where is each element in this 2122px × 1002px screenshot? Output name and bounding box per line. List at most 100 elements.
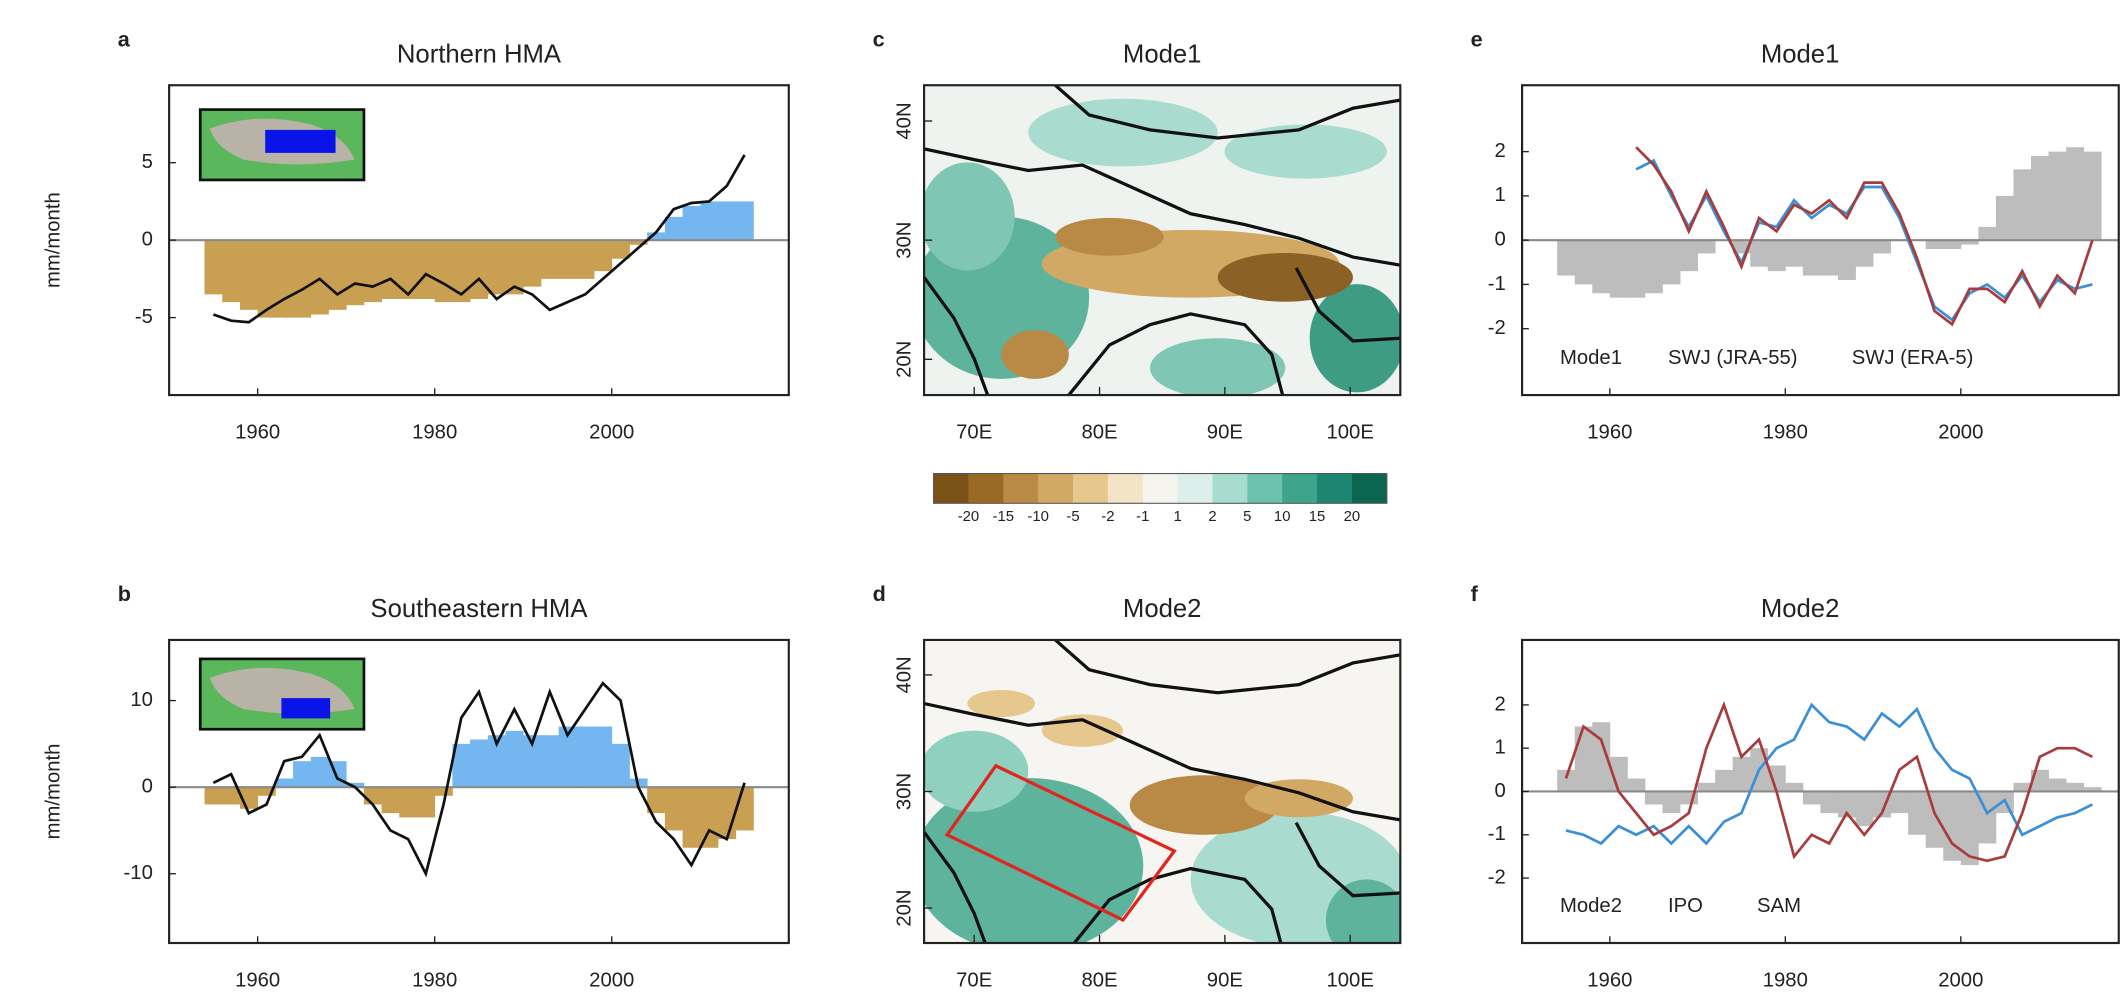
- panel-label: c: [873, 26, 885, 51]
- bar: [2031, 156, 2049, 240]
- bar: [1575, 727, 1593, 792]
- bar: [2066, 147, 2084, 240]
- legend-entry: Mode2: [1560, 895, 1622, 917]
- colorbar-label: 15: [1309, 509, 1326, 525]
- colorbar-cell: [1352, 474, 1387, 504]
- bar: [2049, 152, 2067, 241]
- colorbar-label: -1: [1136, 509, 1149, 525]
- bar: [1856, 240, 1874, 267]
- y-tick-label: 20N: [893, 889, 915, 926]
- bar: [417, 240, 435, 299]
- panel-title: Mode2: [1761, 595, 1840, 623]
- bar: [1803, 791, 1821, 804]
- colorbar-cell: [1212, 474, 1247, 504]
- bar: [1838, 240, 1856, 280]
- x-tick-label: 90E: [1207, 421, 1243, 443]
- bar: [1733, 757, 1751, 792]
- bar: [736, 201, 754, 240]
- bar: [700, 787, 718, 848]
- colorbar-cell: [1317, 474, 1352, 504]
- bar: [541, 735, 559, 787]
- colorbar-label: -20: [958, 509, 980, 525]
- bar: [435, 240, 453, 302]
- bar: [2013, 169, 2031, 240]
- bar: [364, 240, 382, 302]
- bar: [594, 240, 612, 271]
- colorbar-label: 1: [1173, 509, 1181, 525]
- bar: [470, 740, 488, 788]
- bar: [718, 201, 736, 240]
- legend-entry: SWJ (ERA-5): [1852, 347, 1974, 369]
- bar: [346, 240, 364, 305]
- bar: [683, 206, 701, 240]
- bar: [240, 240, 258, 310]
- bar: [488, 240, 506, 294]
- colorbar-cell: [934, 474, 969, 504]
- panel-title: Mode1: [1761, 40, 1840, 68]
- bar: [275, 240, 293, 317]
- bar: [1645, 791, 1663, 804]
- x-tick-label: 1960: [1587, 969, 1632, 991]
- y-tick-label: 5: [142, 151, 153, 173]
- bar: [1961, 791, 1979, 865]
- bar: [576, 240, 594, 279]
- panel-label: b: [118, 581, 131, 606]
- y-tick-label: 0: [1495, 780, 1506, 802]
- colorbar-label: -2: [1101, 509, 1114, 525]
- x-tick-label: 100E: [1327, 421, 1374, 443]
- bar: [1645, 240, 1663, 293]
- y-tick-label: 30N: [893, 773, 915, 810]
- x-tick-label: 2000: [1938, 421, 1983, 443]
- bar: [1750, 240, 1768, 267]
- map-field: [913, 85, 1404, 398]
- bar: [718, 787, 736, 839]
- bar: [612, 744, 630, 787]
- legend-entry: SAM: [1757, 895, 1801, 917]
- panel-label: d: [873, 581, 886, 606]
- bar: [665, 787, 683, 830]
- bar: [576, 727, 594, 788]
- bar: [1575, 240, 1593, 284]
- x-tick-label: 70E: [956, 421, 992, 443]
- panel-title: Mode1: [1123, 40, 1202, 68]
- y-tick-label: 2: [1495, 140, 1506, 162]
- y-tick-label: 10: [130, 689, 153, 711]
- bar: [1996, 196, 2014, 240]
- colorbar-cell: [1073, 474, 1108, 504]
- x-tick-label: 1960: [235, 421, 280, 443]
- bar: [665, 217, 683, 240]
- bar: [1557, 770, 1575, 792]
- bar: [1627, 778, 1645, 791]
- x-tick-label: 1960: [235, 969, 280, 991]
- bar: [736, 787, 754, 830]
- colorbar-label: 10: [1274, 509, 1291, 525]
- bar: [1943, 240, 1961, 249]
- bar: [506, 731, 524, 787]
- panel-title: Southeastern HMA: [370, 595, 588, 623]
- x-tick-label: 2000: [589, 969, 634, 991]
- panel-label: a: [118, 26, 131, 51]
- bar: [683, 787, 701, 848]
- bar: [559, 240, 577, 279]
- bar: [1610, 240, 1628, 298]
- y-tick-label: -5: [135, 306, 153, 328]
- figure: aNorthern HMA50-5196019802000mm/monthbSo…: [0, 0, 2122, 1002]
- y-tick-label: 0: [1495, 229, 1506, 251]
- bar: [1698, 240, 1716, 253]
- y-tick-label: -1: [1488, 823, 1506, 845]
- x-tick-label: 1980: [412, 421, 457, 443]
- bar: [205, 240, 223, 294]
- y-tick-label: -2: [1488, 866, 1506, 888]
- bar: [382, 787, 400, 813]
- colorbar-cell: [1247, 474, 1282, 504]
- y-tick-label: 40N: [893, 102, 915, 139]
- x-tick-label: 1960: [1587, 421, 1632, 443]
- bar: [1715, 770, 1733, 792]
- colorbar-label: -10: [1027, 509, 1049, 525]
- map-field: [913, 640, 1407, 961]
- colorbar-cell: [1178, 474, 1213, 504]
- x-tick-label: 90E: [1207, 969, 1243, 991]
- page: {"chart_data": [ {"type": "combo", "pane…: [0, 0, 2122, 1002]
- y-tick-label: -1: [1488, 273, 1506, 295]
- y-tick-label: 20N: [893, 341, 915, 378]
